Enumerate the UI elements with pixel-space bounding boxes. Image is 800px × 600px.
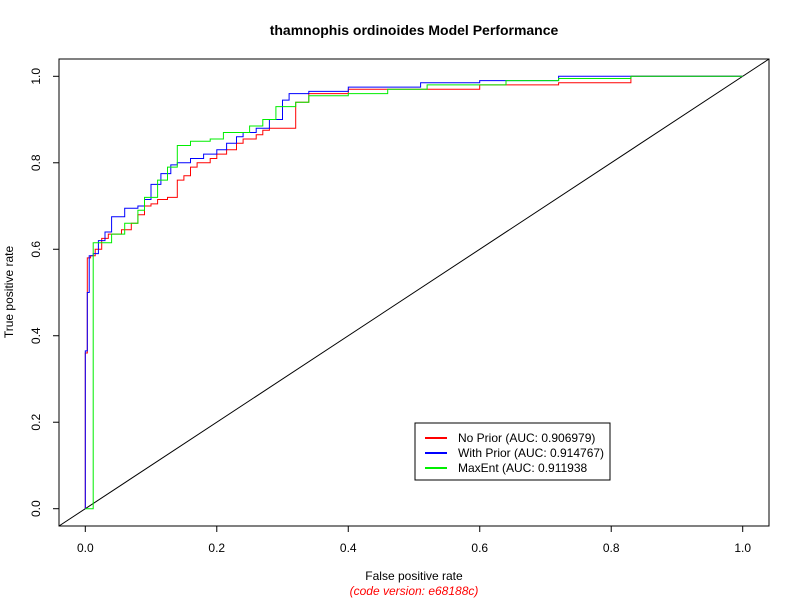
y-axis: 0.0 0.2 0.4 0.6 0.8 1.0 bbox=[29, 68, 60, 517]
x-tick-label: 1.0 bbox=[734, 541, 751, 555]
x-tick-label: 0.0 bbox=[77, 541, 94, 555]
y-tick-label: 0.4 bbox=[29, 327, 43, 344]
x-axis: 0.0 0.2 0.4 0.6 0.8 1.0 bbox=[77, 525, 751, 555]
legend-entry-label: No Prior (AUC: 0.906979) bbox=[458, 431, 595, 445]
legend: No Prior (AUC: 0.906979)With Prior (AUC:… bbox=[414, 422, 611, 481]
reference-diagonal-line bbox=[58, 58, 770, 527]
x-tick-label: 0.2 bbox=[208, 541, 225, 555]
legend-box bbox=[414, 422, 611, 481]
roc-series-3 bbox=[85, 75, 743, 510]
legend-entry-label: MaxEnt (AUC: 0.911938 bbox=[458, 461, 588, 475]
y-tick-label: 0.0 bbox=[29, 500, 43, 517]
x-tick-label: 0.8 bbox=[603, 541, 620, 555]
code-version-caption: (code version: e68188c) bbox=[350, 584, 479, 598]
y-tick-label: 0.6 bbox=[29, 241, 43, 258]
x-tick-label: 0.4 bbox=[340, 541, 357, 555]
series-layer bbox=[84, 75, 743, 510]
roc-series-2 bbox=[84, 75, 743, 509]
x-axis-label: False positive rate bbox=[365, 569, 463, 583]
x-tick-label: 0.6 bbox=[471, 541, 488, 555]
legend-entry-label: With Prior (AUC: 0.914767) bbox=[458, 446, 604, 460]
y-tick-label: 0.2 bbox=[29, 414, 43, 431]
y-tick-label: 0.8 bbox=[29, 154, 43, 171]
y-axis-label: True positive rate bbox=[2, 246, 16, 339]
chart-title: thamnophis ordinoides Model Performance bbox=[270, 22, 559, 38]
y-tick-label: 1.0 bbox=[29, 68, 43, 85]
